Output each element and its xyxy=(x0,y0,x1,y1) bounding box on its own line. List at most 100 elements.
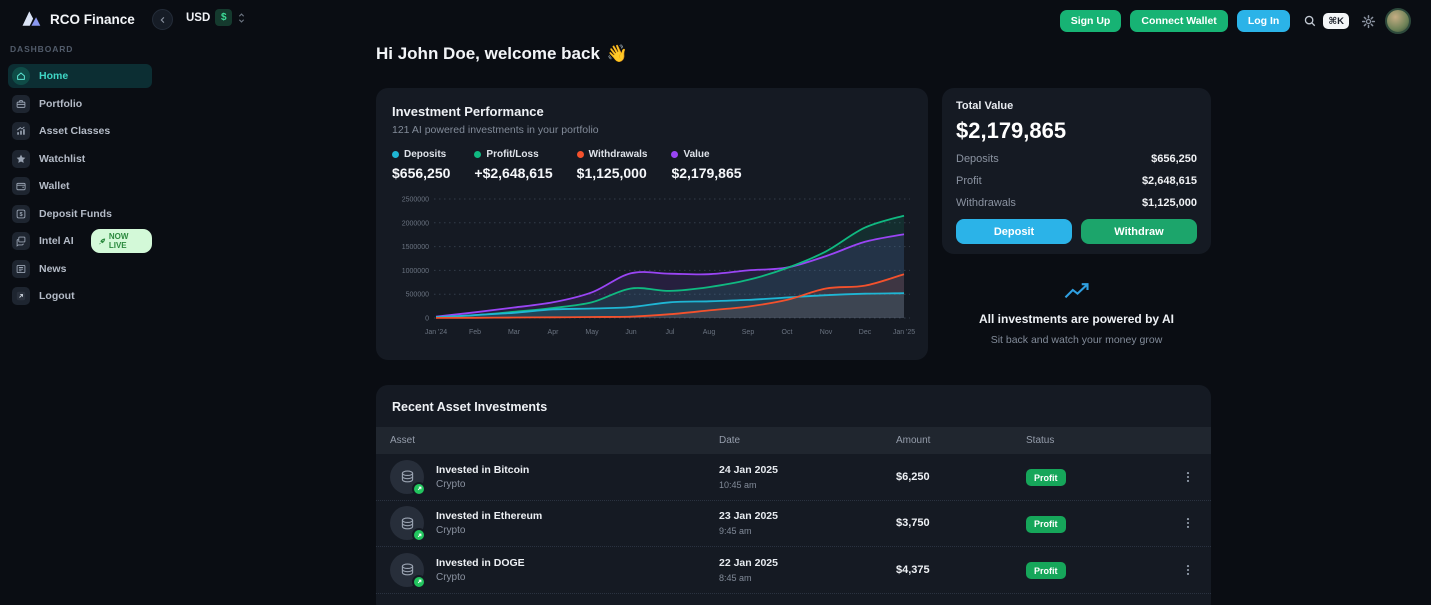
sort-chevrons-icon xyxy=(237,11,246,25)
search-icon[interactable] xyxy=(1303,14,1317,28)
status-badge: Profit xyxy=(1026,469,1066,486)
table-title: Recent Asset Investments xyxy=(392,400,1195,414)
sidebar-item-news[interactable]: News xyxy=(8,257,152,281)
keyboard-shortcut-badge: ⌘K xyxy=(1323,13,1349,29)
summary-row-profit: Profit $2,648,615 xyxy=(956,175,1197,188)
investment-time: 8:45 am xyxy=(719,573,896,583)
brand-name: RCO Finance xyxy=(50,12,135,27)
arrow-up-right-icon xyxy=(412,482,426,496)
legend-dot xyxy=(474,151,481,158)
legend-dot xyxy=(577,151,584,158)
investment-amount: $3,750 xyxy=(896,517,1026,529)
sidebar-item-wallet[interactable]: Wallet xyxy=(8,174,152,198)
investment-amount: $6,250 xyxy=(896,471,1026,483)
sign-up-button[interactable]: Sign Up xyxy=(1060,10,1122,32)
investment-performance-card: Investment Performance 121 AI powered in… xyxy=(376,88,928,360)
investment-time: 9:45 am xyxy=(719,526,896,536)
briefcase-icon xyxy=(12,95,30,113)
svg-text:Feb: Feb xyxy=(469,329,481,336)
ai-blurb: All investments are powered by AI Sit ba… xyxy=(942,280,1211,346)
svg-text:Jan '24: Jan '24 xyxy=(425,329,447,336)
sidebar-item-label: Asset Classes xyxy=(39,125,110,137)
top-bar: RCO Finance USD $ Sign Up Connect Wallet… xyxy=(0,0,1431,40)
star-icon xyxy=(12,150,30,168)
sidebar-item-home[interactable]: Home xyxy=(8,64,152,88)
total-value-title: Total Value xyxy=(956,100,1197,112)
sidebar-collapse-button[interactable] xyxy=(152,9,173,30)
wave-emoji: 👋 xyxy=(607,44,628,64)
sidebar-item-intel-ai[interactable]: Intel AI NOW LIVE xyxy=(8,229,152,253)
kebab-menu-icon[interactable] xyxy=(1181,516,1195,530)
summary-row-withdrawals: Withdrawals $1,125,000 xyxy=(956,197,1197,210)
dollar-square-icon: $ xyxy=(12,205,30,223)
sidebar-item-logout[interactable]: Logout xyxy=(8,284,152,308)
column-header-date: Date xyxy=(719,435,896,446)
kebab-menu-icon[interactable] xyxy=(1181,470,1195,484)
legend-item-withdrawals: Withdrawals $1,125,000 xyxy=(577,149,648,181)
summary-row-deposits: Deposits $656,250 xyxy=(956,153,1197,166)
investment-name: Invested in Bitcoin xyxy=(436,464,529,476)
status-badge: Profit xyxy=(1026,562,1066,579)
summary-label: Profit xyxy=(956,175,982,188)
sidebar-item-watchlist[interactable]: Watchlist xyxy=(8,147,152,171)
legend-value: $2,179,865 xyxy=(671,165,741,181)
svg-text:Oct: Oct xyxy=(782,329,793,336)
settings-gear-icon[interactable] xyxy=(1361,14,1376,29)
svg-text:Jun: Jun xyxy=(625,329,636,336)
deposit-button[interactable]: Deposit xyxy=(956,219,1072,244)
legend-item-profit-loss: Profit/Loss +$2,648,615 xyxy=(474,149,552,181)
investment-date: 22 Jan 2025 xyxy=(719,557,896,569)
column-header-amount: Amount xyxy=(896,435,1026,446)
investment-date: 23 Jan 2025 xyxy=(719,510,896,522)
sidebar-item-label: Portfolio xyxy=(39,98,82,110)
svg-text:Sep: Sep xyxy=(742,329,755,336)
logout-icon xyxy=(12,287,30,305)
svg-text:$: $ xyxy=(19,212,23,218)
svg-text:Aug: Aug xyxy=(703,329,716,336)
table-row[interactable]: Invested in Ethereum Crypto 23 Jan 2025 … xyxy=(376,501,1211,548)
svg-text:1500000: 1500000 xyxy=(402,244,429,251)
legend-dot xyxy=(392,151,399,158)
svg-text:Jan '25: Jan '25 xyxy=(893,329,915,336)
sidebar-item-asset-classes[interactable]: Asset Classes xyxy=(8,119,152,143)
summary-label: Withdrawals xyxy=(956,197,1016,210)
legend-value: +$2,648,615 xyxy=(474,165,552,181)
rco-logo-icon xyxy=(20,8,42,30)
legend-label: Withdrawals xyxy=(589,149,648,160)
user-avatar[interactable] xyxy=(1385,8,1411,34)
arrow-up-right-icon xyxy=(412,575,426,589)
svg-text:1000000: 1000000 xyxy=(402,268,429,275)
total-value-card: Total Value $2,179,865 Deposits $656,250… xyxy=(942,88,1211,254)
search-control[interactable]: ⌘K xyxy=(1303,13,1349,29)
card-title: Investment Performance xyxy=(392,104,912,119)
status-badge: Profit xyxy=(1026,516,1066,533)
log-in-button[interactable]: Log In xyxy=(1237,10,1291,32)
wallet-icon xyxy=(12,177,30,195)
arrow-up-right-icon xyxy=(412,528,426,542)
kebab-menu-icon[interactable] xyxy=(1181,563,1195,577)
recent-investments-card: Recent Asset Investments Asset Date Amou… xyxy=(376,385,1211,605)
withdraw-button[interactable]: Withdraw xyxy=(1081,219,1197,244)
sidebar-item-deposit-funds[interactable]: $ Deposit Funds xyxy=(8,202,152,226)
sidebar-item-portfolio[interactable]: Portfolio xyxy=(8,92,152,116)
ai-blurb-title: All investments are powered by AI xyxy=(979,312,1174,326)
svg-text:Apr: Apr xyxy=(548,329,560,336)
sidebar: DASHBOARD Home Portfolio Asset Classes W… xyxy=(0,40,160,312)
legend-dot xyxy=(671,151,678,158)
svg-text:2500000: 2500000 xyxy=(402,197,429,204)
trending-up-icon xyxy=(1063,280,1091,301)
svg-text:Dec: Dec xyxy=(859,329,872,336)
asset-coin-icon xyxy=(390,553,424,587)
table-row[interactable]: Invested in DOGE Crypto 22 Jan 2025 8:45… xyxy=(376,547,1211,594)
svg-text:0: 0 xyxy=(425,316,429,323)
svg-text:May: May xyxy=(585,329,599,336)
ai-chat-stack-icon xyxy=(12,232,30,250)
connect-wallet-button[interactable]: Connect Wallet xyxy=(1130,10,1227,32)
asset-coin-icon xyxy=(390,460,424,494)
legend-item-deposits: Deposits $656,250 xyxy=(392,149,450,181)
chart-legend: Deposits $656,250 Profit/Loss +$2,648,61… xyxy=(392,149,912,181)
currency-code: USD xyxy=(186,12,210,24)
rocket-icon xyxy=(98,237,106,246)
currency-selector[interactable]: USD $ xyxy=(186,9,246,26)
table-row[interactable]: Invested in Bitcoin Crypto 24 Jan 2025 1… xyxy=(376,454,1211,501)
